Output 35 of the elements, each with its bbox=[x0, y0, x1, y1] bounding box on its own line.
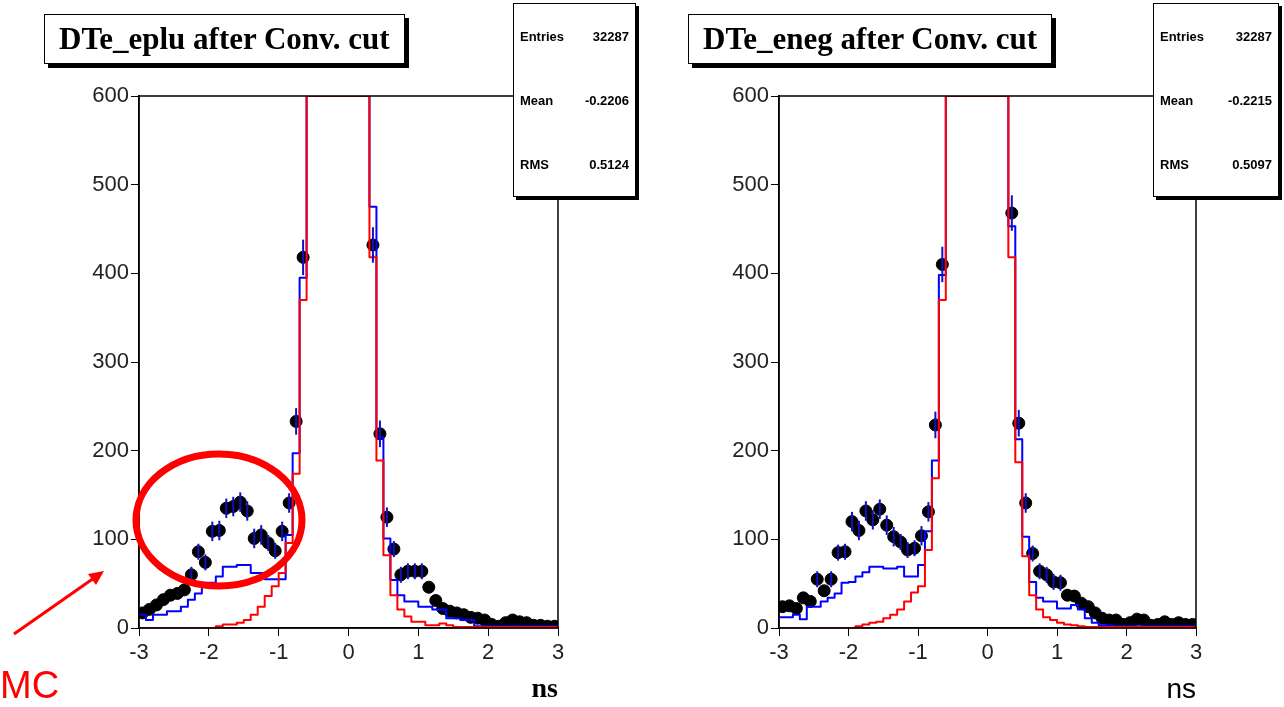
x-axis-title: ns bbox=[1166, 672, 1196, 704]
stats-box: Entries 32287 Mean -0.2215 RMS 0.5097 bbox=[1153, 3, 1279, 197]
y-tick-label: 300 bbox=[732, 348, 769, 374]
x-tick-label: 2 bbox=[482, 639, 495, 665]
x-axis-title: ns bbox=[531, 672, 559, 704]
x-tick-label: -2 bbox=[199, 639, 219, 665]
y-tick-label: 100 bbox=[732, 525, 769, 551]
y-tick-label: 600 bbox=[92, 82, 129, 108]
x-tick-label: -3 bbox=[129, 639, 149, 665]
x-tick-label: 3 bbox=[551, 639, 565, 665]
x-tick-label: -1 bbox=[908, 639, 928, 665]
y-tick-label: 400 bbox=[92, 259, 129, 285]
y-tick-label: 500 bbox=[732, 170, 769, 196]
y-tick-label: 0 bbox=[756, 614, 769, 640]
y-tick-label: 400 bbox=[732, 259, 769, 285]
y-tick-label: 200 bbox=[92, 436, 129, 462]
x-tick-label: 1 bbox=[1050, 639, 1064, 665]
y-tick-label: 300 bbox=[92, 348, 129, 374]
y-tick-label: 600 bbox=[732, 82, 769, 108]
chart-title: DTe_eplu after Conv. cut bbox=[44, 14, 405, 64]
y-tick-label: 100 bbox=[92, 525, 129, 551]
y-tick-label: 0 bbox=[116, 614, 129, 640]
x-tick-label: -1 bbox=[268, 639, 289, 665]
chart-title: DTe_eneg after Conv. cut bbox=[688, 14, 1053, 64]
stats-box: Entries 32287 Mean -0.2206 RMS 0.5124 bbox=[513, 3, 636, 197]
x-tick-label: 2 bbox=[1120, 639, 1133, 665]
y-tick-label: 500 bbox=[92, 170, 129, 196]
y-tick-label: 200 bbox=[732, 436, 769, 462]
text: MC bbox=[0, 664, 60, 707]
x-tick-label: -3 bbox=[769, 639, 789, 665]
x-tick-label: 0 bbox=[342, 639, 355, 665]
x-tick-label: 3 bbox=[1189, 639, 1203, 665]
x-tick-label: -2 bbox=[838, 639, 859, 665]
x-tick-label: 1 bbox=[412, 639, 425, 665]
x-tick-label: 0 bbox=[981, 639, 994, 665]
